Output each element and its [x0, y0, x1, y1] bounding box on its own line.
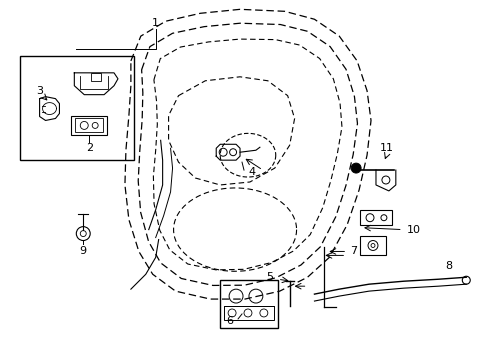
Text: 5: 5: [266, 272, 273, 282]
Bar: [71, 116, 107, 135]
Text: 9: 9: [80, 247, 87, 256]
Bar: [359, 210, 391, 225]
Bar: [20, 56, 134, 160]
Bar: [359, 235, 385, 255]
Text: 10: 10: [406, 225, 420, 235]
Bar: [91, 73, 101, 81]
Text: 8: 8: [444, 261, 451, 271]
Text: 11: 11: [379, 143, 393, 153]
Text: 2: 2: [85, 143, 93, 153]
Bar: [75, 118, 103, 132]
Bar: [220, 280, 277, 328]
Text: 3: 3: [36, 86, 43, 96]
Text: 7: 7: [350, 247, 357, 256]
Bar: [224, 306, 273, 320]
Text: 1: 1: [152, 18, 159, 28]
Circle shape: [350, 163, 360, 173]
Text: 6: 6: [226, 316, 233, 326]
Text: 4: 4: [248, 167, 255, 177]
